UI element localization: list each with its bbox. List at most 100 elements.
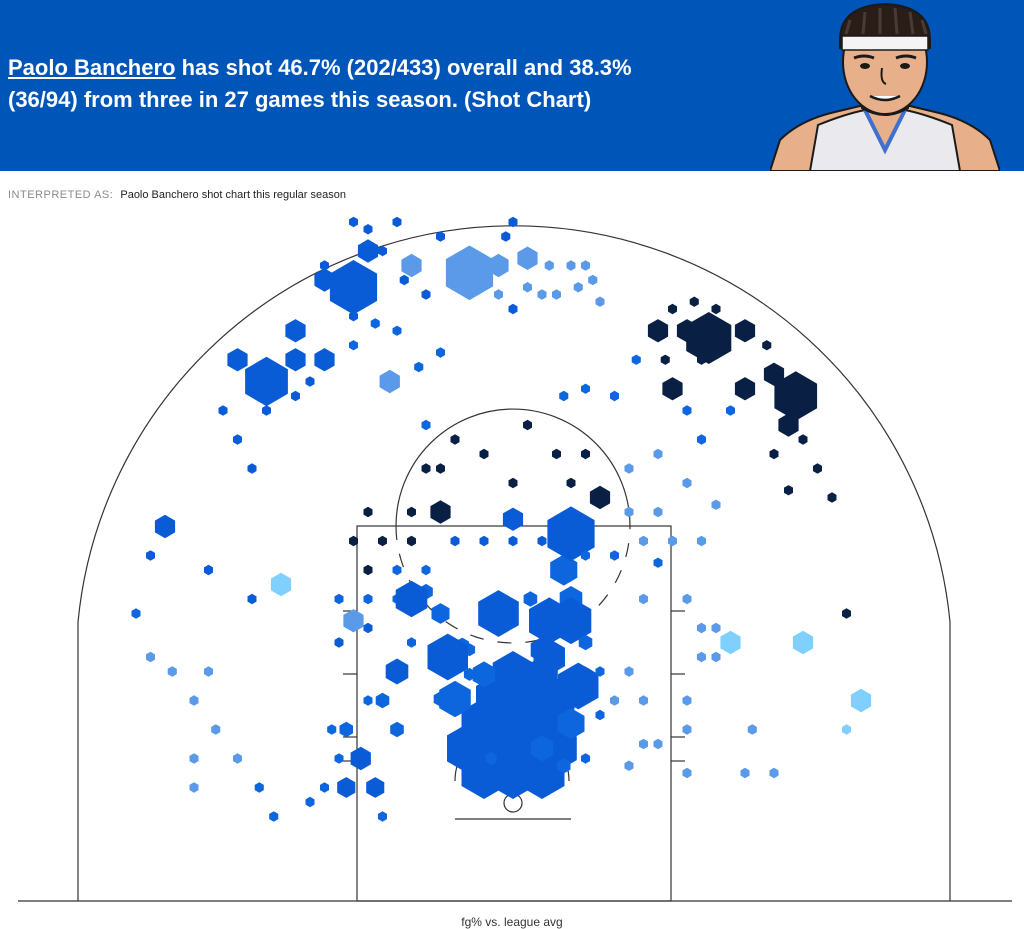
shot-hex-196 bbox=[668, 303, 677, 315]
shot-hex-25 bbox=[559, 715, 574, 732]
shot-hex-38 bbox=[558, 662, 599, 710]
player-name-link[interactable]: Paolo Banchero bbox=[8, 55, 176, 80]
shot-hex-193 bbox=[686, 312, 732, 364]
shot-hex-180 bbox=[552, 289, 561, 300]
shot-hex-59 bbox=[233, 753, 242, 764]
shot-hex-51 bbox=[334, 753, 344, 764]
shot-hex-116 bbox=[639, 695, 648, 706]
shot-hex-50 bbox=[327, 724, 337, 735]
shot-hex-210 bbox=[697, 434, 706, 445]
shot-hex-80 bbox=[407, 506, 416, 518]
shot-hex-111 bbox=[697, 622, 706, 634]
shot-hex-208 bbox=[784, 485, 793, 496]
shot-hex-153 bbox=[285, 319, 306, 343]
shot-hex-102 bbox=[668, 535, 677, 547]
shot-hex-84 bbox=[479, 448, 489, 460]
shot-hex-155 bbox=[305, 376, 315, 387]
free-throw-circle-top bbox=[395, 408, 631, 527]
interpretation-line: INTERPRETED AS: Paolo Banchero shot char… bbox=[8, 189, 346, 201]
shot-hex-184 bbox=[595, 296, 605, 307]
shot-hex-209 bbox=[827, 492, 837, 503]
shot-hex-35 bbox=[550, 597, 592, 645]
shot-hex-61 bbox=[189, 782, 199, 793]
shot-hex-142 bbox=[131, 608, 141, 619]
shot-hex-136 bbox=[842, 724, 851, 735]
shot-hex-54 bbox=[337, 777, 356, 798]
shot-hex-149 bbox=[245, 356, 288, 407]
shot-hex-22 bbox=[485, 752, 497, 765]
shot-hex-205 bbox=[798, 434, 808, 445]
shot-hex-132 bbox=[581, 753, 590, 764]
shot-hex-123 bbox=[711, 651, 721, 663]
shot-hex-174 bbox=[508, 303, 518, 315]
shot-hex-216 bbox=[370, 318, 380, 329]
shot-hex-71 bbox=[395, 580, 428, 618]
shot-hex-15 bbox=[472, 661, 496, 688]
shot-hex-175 bbox=[517, 246, 538, 270]
shot-chart bbox=[18, 216, 1012, 902]
shot-hex-121 bbox=[769, 767, 779, 779]
shot-hex-183 bbox=[588, 274, 598, 286]
shot-hex-145 bbox=[233, 434, 242, 445]
court-lines bbox=[18, 225, 1012, 902]
shot-hex-147 bbox=[291, 390, 300, 402]
shot-hex-143 bbox=[146, 651, 155, 663]
shot-hex-117 bbox=[639, 738, 648, 750]
shot-hex-47 bbox=[363, 695, 373, 706]
shot-hex-144 bbox=[247, 463, 257, 474]
shot-hex-44 bbox=[385, 658, 409, 685]
shot-hex-201 bbox=[610, 390, 619, 402]
shot-hex-198 bbox=[660, 354, 670, 365]
shot-hex-152 bbox=[314, 348, 335, 372]
shot-hex-24 bbox=[433, 691, 448, 707]
shot-hex-130 bbox=[595, 666, 605, 677]
shot-hex-98 bbox=[547, 506, 595, 562]
shot-hex-211 bbox=[682, 405, 692, 416]
shot-hex-163 bbox=[436, 231, 445, 242]
shot-hex-109 bbox=[639, 593, 648, 605]
shot-hex-92 bbox=[502, 507, 524, 531]
shot-hex-56 bbox=[305, 796, 315, 808]
shot-hex-214 bbox=[436, 347, 445, 358]
shot-hex-191 bbox=[774, 371, 818, 421]
shot-hex-154 bbox=[262, 361, 271, 373]
shot-hex-218 bbox=[379, 369, 400, 394]
shot-hex-81 bbox=[430, 500, 451, 524]
shot-hex-32 bbox=[550, 554, 578, 586]
shot-hex-197 bbox=[697, 354, 706, 365]
shot-hex-213 bbox=[421, 419, 431, 431]
shot-hex-219 bbox=[414, 361, 424, 373]
shot-hex-188 bbox=[734, 319, 756, 343]
shot-hex-146 bbox=[262, 405, 271, 416]
shot-hex-127 bbox=[624, 760, 634, 771]
shot-hex-168 bbox=[399, 274, 409, 286]
shot-hex-114 bbox=[682, 695, 692, 706]
interpretation-label: INTERPRETED AS: bbox=[8, 189, 114, 201]
shot-hex-62 bbox=[189, 753, 199, 764]
shot-hex-202 bbox=[581, 383, 590, 394]
shot-hex-128 bbox=[610, 695, 619, 706]
shot-hex-96 bbox=[479, 535, 489, 547]
shot-hex-65 bbox=[167, 666, 177, 677]
shot-hex-194 bbox=[711, 303, 721, 315]
shot-hex-97 bbox=[450, 535, 460, 547]
shot-hex-171 bbox=[494, 289, 503, 300]
shot-hex-129 bbox=[624, 666, 634, 677]
shot-hex-76 bbox=[363, 506, 373, 518]
shot-hex-27 bbox=[523, 591, 538, 607]
shot-hex-124 bbox=[720, 630, 741, 655]
shot-hex-66 bbox=[363, 622, 373, 634]
shot-hex-173 bbox=[508, 216, 518, 228]
shot-hex-176 bbox=[523, 282, 532, 293]
shot-hex-43 bbox=[407, 637, 416, 648]
shot-hex-60 bbox=[211, 724, 221, 735]
shot-hex-63 bbox=[189, 695, 199, 706]
shot-hex-156 bbox=[329, 260, 378, 315]
free-throw-circle-bottom bbox=[395, 525, 631, 644]
shot-hex-49 bbox=[339, 721, 353, 738]
hexbin-layer bbox=[131, 216, 872, 822]
shot-hex-103 bbox=[697, 535, 706, 547]
shot-hex-204 bbox=[778, 413, 799, 437]
shot-hex-164 bbox=[392, 216, 402, 228]
shot-hex-181 bbox=[573, 282, 583, 293]
